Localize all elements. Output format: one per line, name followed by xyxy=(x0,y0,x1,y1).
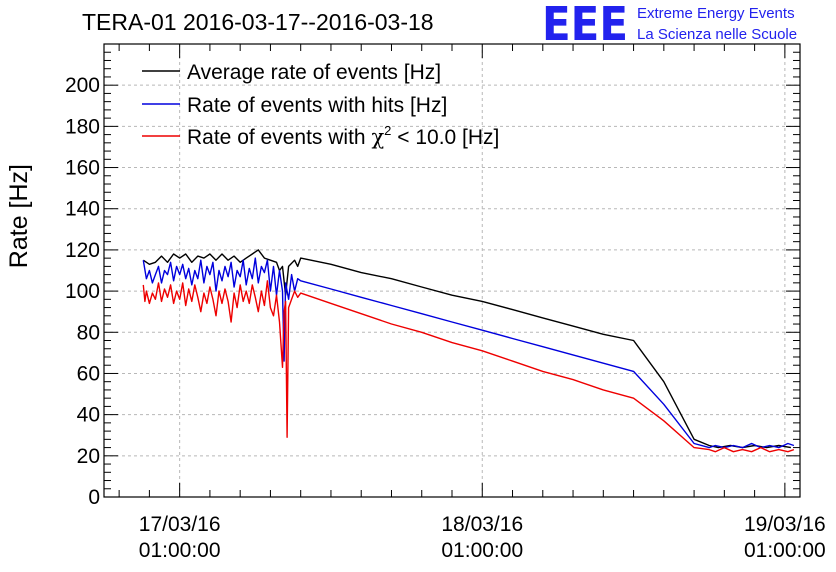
legend-label-chi2: Rate of events with χ2 < 10.0 [Hz] xyxy=(187,123,499,149)
y-tick-label: 20 xyxy=(77,445,100,468)
grid xyxy=(104,44,800,497)
y-axis-label: Rate [Hz] xyxy=(5,164,33,268)
logo-line-2: La Scienza nelle Scuole xyxy=(637,26,797,43)
x-tick-label-date: 18/03/16 xyxy=(441,513,523,536)
y-tick-label: 180 xyxy=(65,115,100,138)
logo-line-1: Extreme Energy Events xyxy=(637,5,795,22)
y-tick-label: 140 xyxy=(65,198,100,221)
x-tick-label-date: 19/03/16 xyxy=(744,513,826,536)
x-tick-label-time: 01:00:00 xyxy=(441,539,523,562)
y-tick-label: 160 xyxy=(65,157,100,180)
chart-title: TERA-01 2016-03-17--2016-03-18 xyxy=(82,9,434,35)
series-line-1 xyxy=(142,257,795,449)
y-tick-label: 120 xyxy=(65,239,100,262)
legend-label-average: Average rate of events [Hz] xyxy=(187,61,441,84)
logo-mark: EEE xyxy=(542,0,628,51)
x-tick-label-time: 01:00:00 xyxy=(744,539,826,562)
axes: 0 20 40 60 80 100 120 140 160 180 200 17/03/16 01:00… xyxy=(65,44,826,562)
y-tick-label: 40 xyxy=(77,404,100,427)
y-tick-label: 60 xyxy=(77,362,100,385)
eee-logo: EEE Extreme Energy Events La Scienza nel… xyxy=(542,0,797,51)
series-layer xyxy=(142,249,795,453)
y-tick-label: 200 xyxy=(65,74,100,97)
x-tick-label-time: 01:00:00 xyxy=(139,539,221,562)
legend-label-hits: Rate of events with hits [Hz] xyxy=(187,94,447,117)
legend: Average rate of events [Hz] Rate of even… xyxy=(142,61,499,149)
x-tick-label-date: 17/03/16 xyxy=(139,513,221,536)
y-tick-label: 80 xyxy=(77,321,100,344)
series-line-2 xyxy=(142,280,795,453)
y-tick-label: 0 xyxy=(88,486,100,509)
y-tick-label: 100 xyxy=(65,280,100,303)
series-line-0 xyxy=(142,249,792,449)
